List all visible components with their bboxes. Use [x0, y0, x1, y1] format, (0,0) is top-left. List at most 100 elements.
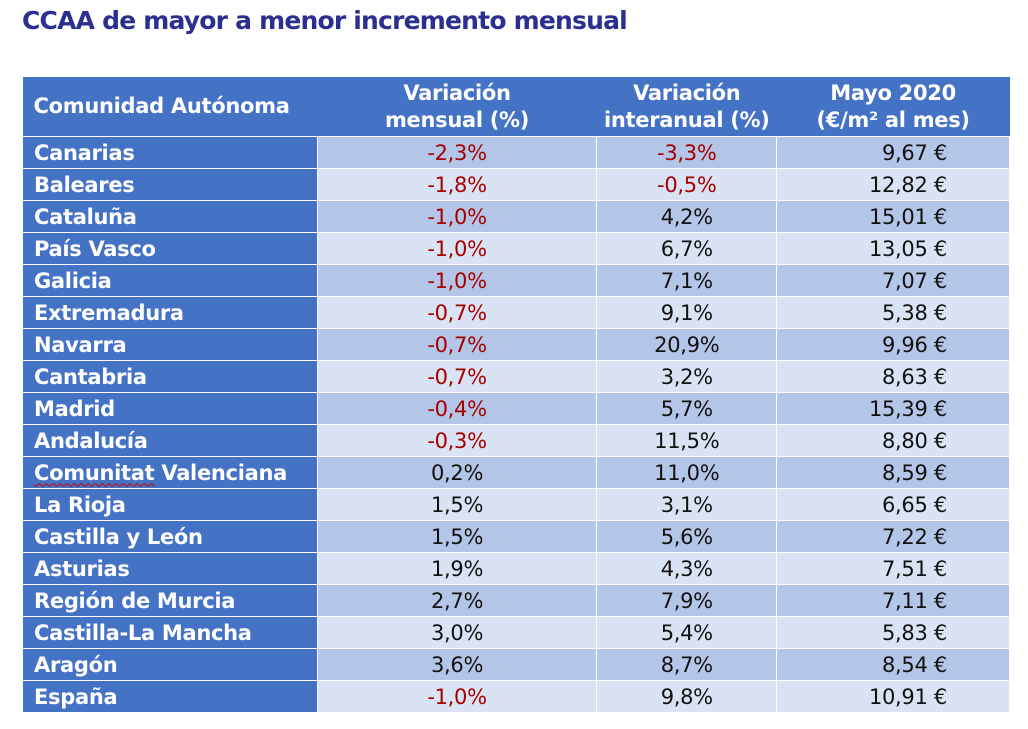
table-row: Navarra -0,7% 20,9% 9,96 € — [22, 328, 1010, 361]
annual-variation: 5,6% — [596, 520, 778, 553]
region-name: Cantabria — [22, 360, 318, 393]
table-row: España -1,0% 9,8% 10,91 € — [22, 680, 1010, 713]
header-line: (€/m² al mes) — [816, 107, 970, 132]
monthly-variation: -0,7% — [316, 328, 598, 361]
table-row: Extremadura -0,7% 9,1% 5,38 € — [22, 296, 1010, 329]
monthly-variation: 1,5% — [316, 488, 598, 521]
cell-text: 3,2% — [660, 364, 713, 389]
table-row: País Vasco -1,0% 6,7% 13,05 € — [22, 232, 1010, 265]
cell-text: 12,82 € — [868, 172, 947, 197]
cell-text: Castilla-La Mancha — [34, 620, 252, 645]
price-may-2020: 7,07 € — [776, 264, 1010, 297]
cell-text: 13,05 € — [868, 236, 947, 261]
table-row: Cantabria -0,7% 3,2% 8,63 € — [22, 360, 1010, 393]
price-may-2020: 6,65 € — [776, 488, 1010, 521]
cell-text: Comunitat Valenciana — [34, 460, 287, 485]
cell-text: 9,1% — [660, 300, 713, 325]
region-name: Navarra — [22, 328, 318, 361]
region-name: País Vasco — [22, 232, 318, 265]
monthly-variation: 0,2% — [316, 456, 598, 489]
price-may-2020: 15,39 € — [776, 392, 1010, 425]
cell-text: 8,54 € — [882, 652, 947, 677]
cell-text: -1,8% — [427, 172, 487, 197]
price-may-2020: 15,01 € — [776, 200, 1010, 233]
cell-text: -0,5% — [657, 172, 717, 197]
region-name: Andalucía — [22, 424, 318, 457]
region-name: La Rioja — [22, 488, 318, 521]
table-row: Comunitat Valenciana 0,2% 11,0% 8,59 € — [22, 456, 1010, 489]
cell-text: 7,9% — [660, 588, 713, 613]
cell-text: País Vasco — [34, 236, 156, 261]
cell-text: -0,4% — [427, 396, 487, 421]
cell-text: 11,5% — [654, 428, 720, 453]
table-row: La Rioja 1,5% 3,1% 6,65 € — [22, 488, 1010, 521]
cell-text: Navarra — [34, 332, 127, 357]
cell-text: Aragón — [34, 652, 118, 677]
region-name: Aragón — [22, 648, 318, 681]
cell-text: 8,59 € — [882, 460, 947, 485]
price-may-2020: 8,63 € — [776, 360, 1010, 393]
monthly-variation: -0,4% — [316, 392, 598, 425]
cell-text: Extremadura — [34, 300, 184, 325]
price-may-2020: 8,80 € — [776, 424, 1010, 457]
annual-variation: 3,1% — [596, 488, 778, 521]
cell-text: 6,65 € — [882, 492, 947, 517]
table-row: Galicia -1,0% 7,1% 7,07 € — [22, 264, 1010, 297]
monthly-variation: -0,3% — [316, 424, 598, 457]
cell-text: España — [34, 684, 118, 709]
cell-text: -1,0% — [427, 268, 487, 293]
cell-text: 4,3% — [660, 556, 713, 581]
monthly-variation: -1,0% — [316, 680, 598, 713]
monthly-variation: -0,7% — [316, 360, 598, 393]
region-name: Cataluña — [22, 200, 318, 233]
price-may-2020: 5,38 € — [776, 296, 1010, 329]
cell-text: 8,80 € — [882, 428, 947, 453]
price-may-2020: 13,05 € — [776, 232, 1010, 265]
cell-text: -2,3% — [427, 140, 487, 165]
table-row: Región de Murcia 2,7% 7,9% 7,11 € — [22, 584, 1010, 617]
table-row: Canarias -2,3% -3,3% 9,67 € — [22, 136, 1010, 169]
monthly-variation: 1,9% — [316, 552, 598, 585]
annual-variation: -3,3% — [596, 136, 778, 169]
cell-text: 5,4% — [660, 620, 713, 645]
cell-text: Cataluña — [34, 204, 137, 229]
annual-variation: -0,5% — [596, 168, 778, 201]
cell-text: 9,8% — [660, 684, 713, 709]
table-row: Asturias 1,9% 4,3% 7,51 € — [22, 552, 1010, 585]
header-line: Comunidad Autónoma — [33, 94, 290, 118]
cell-text: 7,1% — [660, 268, 713, 293]
table-header-row: Comunidad Autónoma Variación mensual (%) Va… — [22, 77, 1010, 137]
cell-text: 7,07 € — [882, 268, 947, 293]
region-name: Castilla y León — [22, 520, 318, 553]
cell-text: 10,91 € — [868, 684, 947, 709]
cell-text: 11,0% — [654, 460, 720, 485]
cell-text: 8,63 € — [882, 364, 947, 389]
region-name: Madrid — [22, 392, 318, 425]
table-row: Castilla-La Mancha 3,0% 5,4% 5,83 € — [22, 616, 1010, 649]
table-row: Andalucía -0,3% 11,5% 8,80 € — [22, 424, 1010, 457]
cell-text: Madrid — [34, 396, 115, 421]
price-may-2020: 7,11 € — [776, 584, 1010, 617]
cell-text: 3,0% — [430, 620, 484, 645]
monthly-variation: -1,8% — [316, 168, 598, 201]
cell-text: 3,1% — [660, 492, 713, 517]
cell-text: 3,6% — [430, 652, 484, 677]
header-comunidad: Comunidad Autónoma — [22, 77, 318, 137]
region-name: Asturias — [22, 552, 318, 585]
cell-text: Canarias — [34, 140, 135, 165]
cell-text: -0,3% — [427, 428, 487, 453]
cell-text: La Rioja — [34, 492, 126, 517]
header-line: interanual (%) — [603, 107, 770, 132]
region-name: Región de Murcia — [22, 584, 318, 617]
monthly-variation: -1,0% — [316, 232, 598, 265]
cell-text: 5,7% — [660, 396, 713, 421]
header-mayo-2020: Mayo 2020 (€/m² al mes) — [776, 77, 1010, 137]
price-may-2020: 9,67 € — [776, 136, 1010, 169]
table-row: Madrid -0,4% 5,7% 15,39 € — [22, 392, 1010, 425]
cell-text: Andalucía — [34, 428, 148, 453]
monthly-variation: -2,3% — [316, 136, 598, 169]
cell-text: 5,83 € — [882, 620, 947, 645]
header-line: Variación — [403, 80, 511, 105]
cell-text: -0,7% — [427, 332, 487, 357]
cell-text: 15,01 € — [868, 204, 947, 229]
